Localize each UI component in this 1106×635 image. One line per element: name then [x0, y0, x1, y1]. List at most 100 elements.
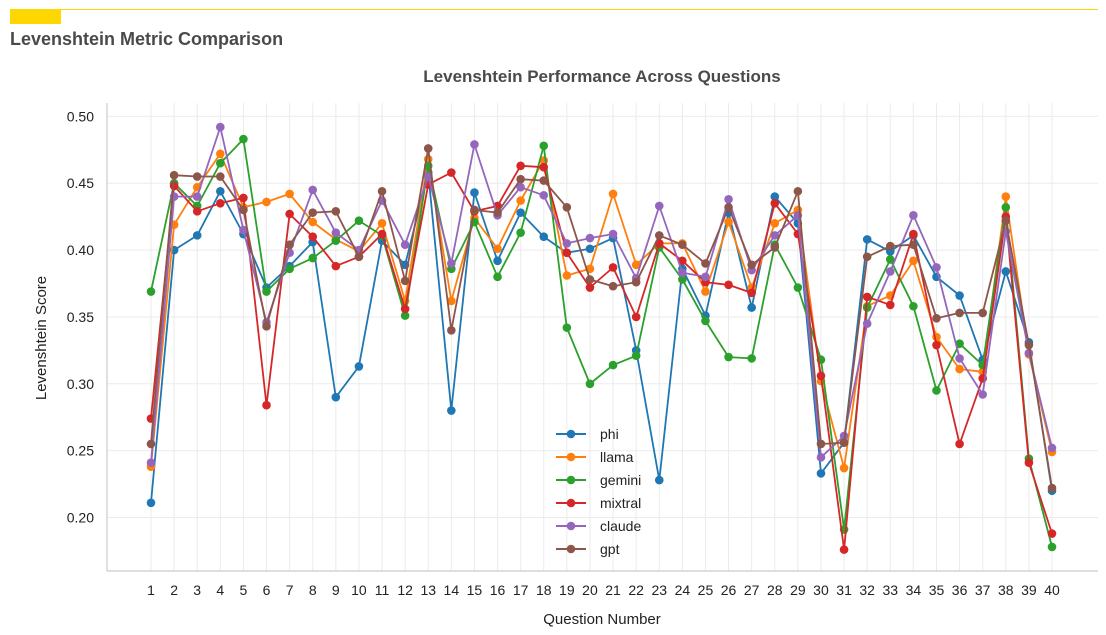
data-point-gpt	[1047, 483, 1057, 493]
data-point-llama	[447, 296, 456, 306]
data-point-llama	[770, 219, 780, 228]
data-point-mixtral	[216, 198, 225, 208]
data-point-mixtral	[539, 162, 549, 172]
data-point-gemini	[885, 255, 895, 264]
data-point-gemini	[239, 134, 248, 144]
data-point-mixtral	[955, 439, 964, 449]
data-point-gemini	[516, 228, 525, 238]
x-tick-label: 13	[420, 582, 436, 598]
x-tick-label: 20	[582, 582, 598, 598]
x-tick-label: 21	[605, 582, 621, 598]
data-point-claude	[331, 228, 341, 238]
data-point-claude	[678, 268, 687, 278]
data-point-gpt	[654, 231, 664, 240]
data-point-claude	[516, 182, 525, 192]
y-tick-label: 0.35	[67, 309, 94, 325]
data-point-gpt	[978, 308, 987, 318]
data-point-claude	[192, 192, 202, 201]
data-point-claude	[146, 458, 156, 467]
legend-label: gpt	[600, 541, 620, 557]
y-axis-label: Levenshtein Score	[33, 276, 50, 400]
x-tick-label: 31	[836, 582, 852, 598]
data-point-gpt	[169, 170, 179, 180]
data-point-gpt	[701, 259, 710, 268]
chart-title: Levenshtein Performance Across Questions	[423, 67, 780, 86]
x-tick-label: 14	[444, 582, 460, 598]
x-tick-label: 35	[929, 582, 945, 598]
data-point-llama	[839, 463, 849, 473]
data-point-gpt	[585, 275, 595, 284]
data-point-mixtral	[608, 263, 618, 272]
x-tick-label: 2	[170, 582, 178, 598]
data-point-phi	[747, 303, 756, 312]
data-point-phi	[862, 235, 872, 244]
data-point-gpt	[816, 439, 826, 449]
header-accent-line	[10, 9, 1098, 10]
legend-swatch-marker	[566, 452, 576, 462]
data-point-gpt	[400, 276, 410, 286]
data-point-gemini	[793, 283, 803, 292]
x-tick-label: 5	[240, 582, 248, 598]
data-point-mixtral	[631, 312, 641, 322]
legend-swatch-marker	[566, 521, 576, 531]
data-point-gemini	[701, 316, 710, 326]
data-point-gemini	[308, 253, 318, 263]
data-point-phi	[470, 188, 479, 197]
y-tick-label: 0.45	[67, 175, 94, 191]
legend-label: llama	[600, 449, 634, 465]
data-point-mixtral	[308, 232, 318, 242]
data-point-gpt	[192, 172, 202, 181]
data-point-phi	[816, 469, 826, 478]
x-tick-label: 40	[1044, 582, 1060, 598]
data-point-mixtral	[932, 340, 941, 350]
data-point-llama	[308, 217, 318, 227]
data-point-mixtral	[239, 193, 248, 203]
data-point-mixtral	[909, 229, 918, 239]
data-point-mixtral	[447, 168, 456, 177]
data-point-gpt	[216, 172, 225, 181]
x-tick-label: 15	[467, 582, 483, 598]
data-point-phi	[146, 498, 156, 508]
data-point-gpt	[470, 205, 479, 215]
data-point-gemini	[262, 287, 271, 296]
series-gemini	[146, 134, 1057, 552]
data-point-gpt	[262, 322, 271, 331]
data-point-claude	[770, 231, 780, 240]
data-point-claude	[470, 140, 479, 149]
x-tick-label: 22	[628, 582, 644, 598]
data-point-phi	[585, 244, 595, 254]
data-point-phi	[770, 192, 780, 201]
data-point-llama	[285, 189, 294, 199]
legend-label: phi	[600, 426, 619, 442]
data-point-gpt	[516, 174, 525, 184]
axes: 1 2 3 4 5 6 7 8 9 10 11 12 13 14 15 16 17 18 19 20 21 22 23 24 2…	[67, 103, 1098, 598]
data-point-gemini	[724, 352, 733, 362]
y-tick-label: 0.30	[67, 376, 94, 392]
data-point-gemini	[146, 287, 156, 296]
x-tick-label: 25	[698, 582, 714, 598]
data-point-mixtral	[331, 261, 341, 271]
data-point-gpt	[562, 202, 572, 212]
legend-swatch-marker	[566, 498, 576, 508]
data-point-llama	[377, 219, 387, 228]
data-point-mixtral	[1047, 529, 1057, 538]
y-tick-label: 0.40	[67, 242, 94, 258]
data-point-phi	[354, 362, 364, 371]
x-axis-label: Question Number	[543, 611, 661, 628]
data-point-claude	[239, 225, 248, 235]
data-point-claude	[1047, 443, 1057, 453]
series-llama	[146, 149, 1057, 473]
data-point-phi	[192, 231, 202, 240]
x-tick-label: 17	[513, 582, 529, 598]
x-tick-label: 24	[675, 582, 691, 598]
x-tick-label: 23	[651, 582, 667, 598]
x-tick-label: 36	[952, 582, 968, 598]
data-point-llama	[493, 244, 502, 254]
x-tick-label: 26	[721, 582, 737, 598]
data-point-claude	[978, 390, 987, 399]
series-line-claude	[150, 126, 1053, 463]
y-tick-label: 0.50	[67, 108, 94, 124]
x-tick-label: 38	[998, 582, 1014, 598]
legend-item-mixtral: mixtral	[556, 495, 641, 511]
